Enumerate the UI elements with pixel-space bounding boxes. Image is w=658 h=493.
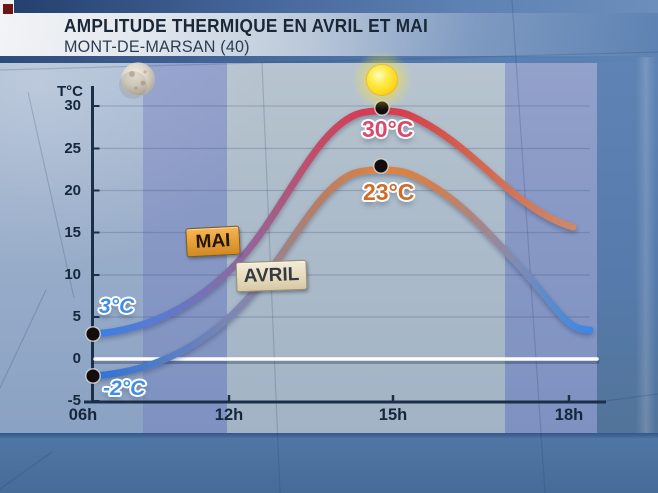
avril-start-temp-label: -2°C <box>103 377 146 400</box>
x-tick-label-12h: 12h <box>214 406 244 424</box>
footer-edge <box>0 433 658 438</box>
x-tick-label-18h: 18h <box>554 406 584 424</box>
y-tick-label-0: 0 <box>72 350 81 367</box>
y-tick-label-10: 10 <box>64 266 81 283</box>
mai-series-label: MAI <box>195 229 231 253</box>
y-tick-label-25: 25 <box>64 139 81 157</box>
y-tick-label-30: 30 <box>64 97 81 114</box>
title-divider <box>0 56 658 63</box>
x-tick-label-06h: 06h <box>68 406 98 424</box>
y-tick-label-20: 20 <box>64 181 81 199</box>
edge-artifact <box>3 4 13 14</box>
y-tick-label-5: 5 <box>72 308 81 325</box>
footer-band <box>0 438 658 493</box>
y-axis-unit-label: T°C <box>57 83 83 100</box>
avril-series-label: AVRIL <box>243 264 300 287</box>
page-subtitle: MONT-DE-MARSAN (40) <box>64 37 250 56</box>
background-fold-highlight <box>636 57 656 433</box>
mai-series-tag: MAI <box>185 225 241 258</box>
avril-peak-temp-label: 23°C <box>363 179 415 205</box>
y-tick-label--5: -5 <box>67 392 81 409</box>
mai-peak-temp-label: 30°C <box>362 116 414 142</box>
x-tick-label-15h: 15h <box>378 406 408 424</box>
page-title: AMPLITUDE THERMIQUE EN AVRIL ET MAI <box>64 15 429 36</box>
top-strip <box>14 0 658 13</box>
y-tick-label-15: 15 <box>64 223 81 241</box>
avril-series-tag: AVRIL <box>235 259 308 293</box>
evening-band <box>505 63 597 433</box>
right-background <box>597 63 658 433</box>
mai-start-temp-label: 3°C <box>99 295 135 318</box>
